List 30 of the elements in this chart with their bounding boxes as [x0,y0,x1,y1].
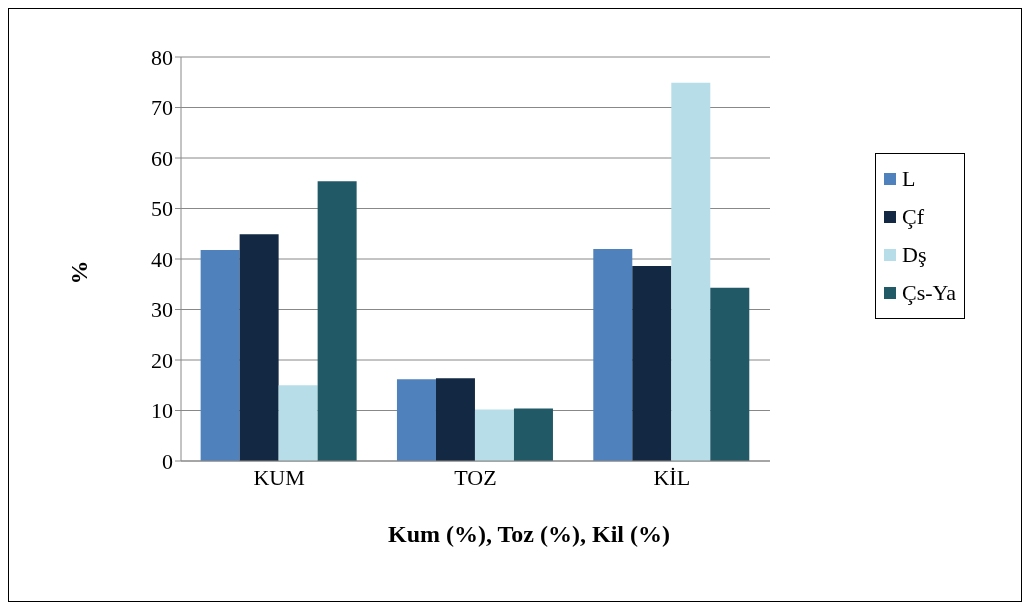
legend-label: Dş [902,242,927,268]
bar [632,266,672,461]
y-tick-label: 30 [151,297,173,323]
bar [710,287,750,461]
bar [513,408,553,461]
bar [239,234,279,461]
bar [435,378,475,461]
bar [200,249,240,461]
y-tick-label: 10 [151,398,173,424]
y-tick-label: 80 [151,44,173,70]
bar [317,181,357,461]
legend-label: Çf [902,204,924,230]
y-tick-label: 50 [151,196,173,222]
legend-label: L [902,166,916,192]
x-axis-title: Kum (%), Toz (%), Kil (%) [387,521,671,548]
y-tick-label: 60 [151,145,173,171]
y-tick-label: 70 [151,95,173,121]
x-tick-label: KİL [653,464,691,490]
y-tick-label: 20 [151,347,173,373]
bar [474,409,514,461]
bar [671,82,711,461]
legend-label: Çs-Ya [902,280,957,306]
y-axis-title: % [65,259,93,287]
x-tick-label: KUM [253,464,305,490]
y-tick-label: 40 [151,246,173,272]
bar [278,385,318,461]
bar [396,379,436,461]
bar [593,248,633,461]
y-tick-label: 0 [162,448,173,474]
x-tick-label: TOZ [454,464,497,490]
